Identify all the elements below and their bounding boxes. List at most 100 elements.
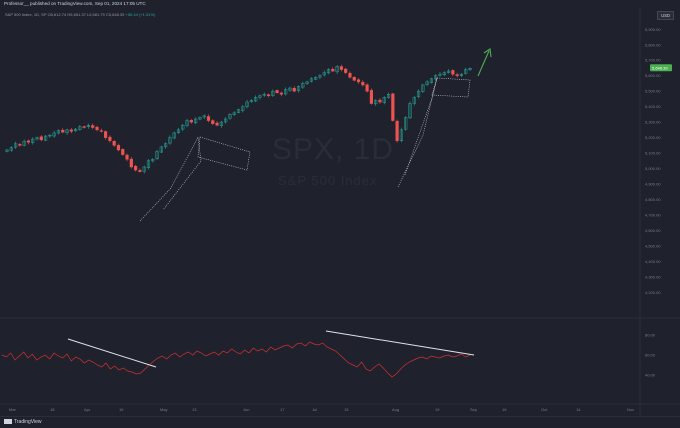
- time-axis-label: 13: [192, 407, 197, 412]
- candle-body: [82, 126, 86, 128]
- candle-body: [5, 149, 9, 152]
- rsi-axis-label: 60.00: [645, 353, 656, 358]
- candle-body: [108, 136, 112, 141]
- chart-canvas[interactable]: 5,900.00 5,800.00 5,700.00 5,600.00 5,500.00…: [0, 0, 680, 416]
- candle-body: [61, 129, 65, 133]
- candle: [352, 76, 356, 82]
- candle-body: [26, 140, 31, 143]
- candle-body: [451, 70, 455, 75]
- candle: [202, 114, 206, 120]
- tradingview-logo[interactable]: TradingView: [4, 419, 42, 425]
- candle: [146, 158, 151, 170]
- candle: [442, 71, 446, 77]
- candle: [241, 105, 245, 113]
- candle-body: [185, 120, 189, 126]
- candle-body: [151, 158, 155, 162]
- candle: [408, 101, 412, 120]
- candle-body: [399, 129, 403, 141]
- candle-body: [429, 78, 433, 83]
- candle-body: [369, 90, 373, 104]
- candle-body: [468, 68, 472, 71]
- candle: [219, 120, 223, 128]
- candle: [249, 99, 253, 103]
- candle: [331, 67, 335, 73]
- candle-body: [395, 120, 399, 141]
- bull-flag-outline-2: [397, 77, 438, 188]
- candle-body: [78, 126, 82, 130]
- candle-body: [245, 101, 249, 108]
- candle-body: [219, 121, 223, 126]
- price-axis-label: 5,500.00: [645, 89, 661, 94]
- candle: [284, 87, 288, 96]
- candle: [348, 71, 352, 79]
- candle-body: [275, 90, 279, 93]
- candle: [228, 113, 232, 120]
- candle-body: [279, 92, 283, 95]
- time-axis-label: 15: [344, 407, 349, 412]
- candle: [61, 128, 65, 134]
- candle: [339, 64, 343, 72]
- price-axis-label: 4,900.00: [645, 181, 661, 186]
- candle: [31, 137, 35, 145]
- candle: [215, 121, 219, 127]
- price-axis-label: 5,600.00: [645, 73, 661, 78]
- candle-body: [318, 75, 322, 78]
- time-axis-label: Jun: [243, 407, 249, 412]
- candle: [335, 65, 339, 74]
- candle-body: [378, 99, 382, 103]
- candle: [9, 146, 13, 153]
- candle-body: [236, 109, 241, 113]
- candle: [48, 133, 52, 138]
- candle: [194, 117, 198, 125]
- candle: [382, 96, 386, 105]
- candle: [279, 91, 283, 97]
- candle: [56, 129, 61, 135]
- price-axis-label: 5,700.00: [645, 58, 661, 63]
- candle-body: [266, 94, 271, 97]
- candle-body: [48, 134, 52, 137]
- candle: [275, 89, 279, 94]
- candle-body: [39, 136, 43, 141]
- candle: [91, 123, 95, 130]
- price-axis-label: 4,800.00: [645, 197, 661, 202]
- last-price-label: 5,648.39: [652, 66, 668, 71]
- change-value: +56.44 (+1.01%): [125, 12, 156, 17]
- time-axis-label: Sep: [470, 407, 478, 412]
- candle-body: [155, 151, 159, 160]
- candle: [112, 140, 116, 147]
- candle-body: [215, 122, 219, 126]
- candle: [301, 81, 305, 89]
- price-axis-label: 5,200.00: [645, 135, 661, 140]
- candle-body: [206, 116, 211, 121]
- candle-body: [322, 72, 326, 76]
- candle-body: [296, 86, 301, 91]
- candle: [451, 69, 455, 77]
- candle-body: [159, 146, 163, 153]
- candle-body: [344, 68, 348, 73]
- candle-body: [91, 125, 95, 128]
- candle-body: [194, 118, 198, 124]
- price-axis-label: 4,600.00: [645, 228, 661, 233]
- candle: [44, 135, 48, 142]
- candle-body: [391, 93, 395, 121]
- candle-body: [438, 73, 442, 76]
- candle: [374, 99, 378, 107]
- candle: [296, 85, 301, 93]
- currency-button[interactable]: USD: [657, 11, 674, 20]
- candle-body: [382, 97, 386, 104]
- candle: [129, 156, 133, 169]
- candle: [86, 123, 91, 129]
- candle: [224, 117, 228, 124]
- candle-body: [339, 66, 343, 70]
- candle: [181, 123, 185, 132]
- candle: [292, 86, 296, 93]
- price-axis-label: 5,100.00: [645, 151, 661, 156]
- target-arrow-shaft: [477, 50, 490, 77]
- candle: [326, 68, 331, 75]
- candle: [121, 148, 125, 156]
- candle: [39, 135, 43, 142]
- candle-body: [224, 118, 228, 123]
- candle-body: [408, 103, 412, 119]
- candle-body: [52, 132, 56, 137]
- candle-body: [22, 141, 26, 146]
